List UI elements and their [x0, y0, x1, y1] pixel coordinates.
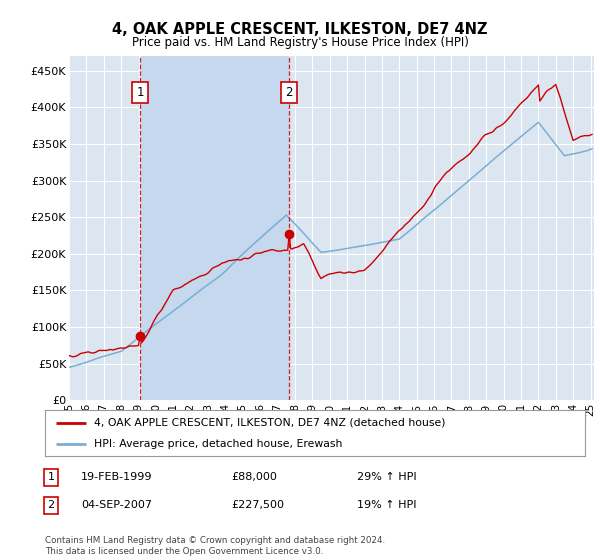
Text: £88,000: £88,000	[231, 472, 277, 482]
Text: 04-SEP-2007: 04-SEP-2007	[81, 500, 152, 510]
Text: Price paid vs. HM Land Registry's House Price Index (HPI): Price paid vs. HM Land Registry's House …	[131, 36, 469, 49]
Text: 1: 1	[136, 86, 144, 99]
Text: 2: 2	[47, 500, 55, 510]
Text: Contains HM Land Registry data © Crown copyright and database right 2024.
This d: Contains HM Land Registry data © Crown c…	[45, 536, 385, 556]
Text: £227,500: £227,500	[231, 500, 284, 510]
Text: 1: 1	[47, 472, 55, 482]
Text: 19-FEB-1999: 19-FEB-1999	[81, 472, 152, 482]
Text: 29% ↑ HPI: 29% ↑ HPI	[357, 472, 416, 482]
Bar	[140, 56, 289, 400]
Text: 4, OAK APPLE CRESCENT, ILKESTON, DE7 4NZ (detached house): 4, OAK APPLE CRESCENT, ILKESTON, DE7 4NZ…	[94, 418, 445, 428]
Text: HPI: Average price, detached house, Erewash: HPI: Average price, detached house, Erew…	[94, 439, 342, 449]
Text: 2: 2	[286, 86, 293, 99]
Text: 4, OAK APPLE CRESCENT, ILKESTON, DE7 4NZ: 4, OAK APPLE CRESCENT, ILKESTON, DE7 4NZ	[112, 22, 488, 38]
Text: 19% ↑ HPI: 19% ↑ HPI	[357, 500, 416, 510]
